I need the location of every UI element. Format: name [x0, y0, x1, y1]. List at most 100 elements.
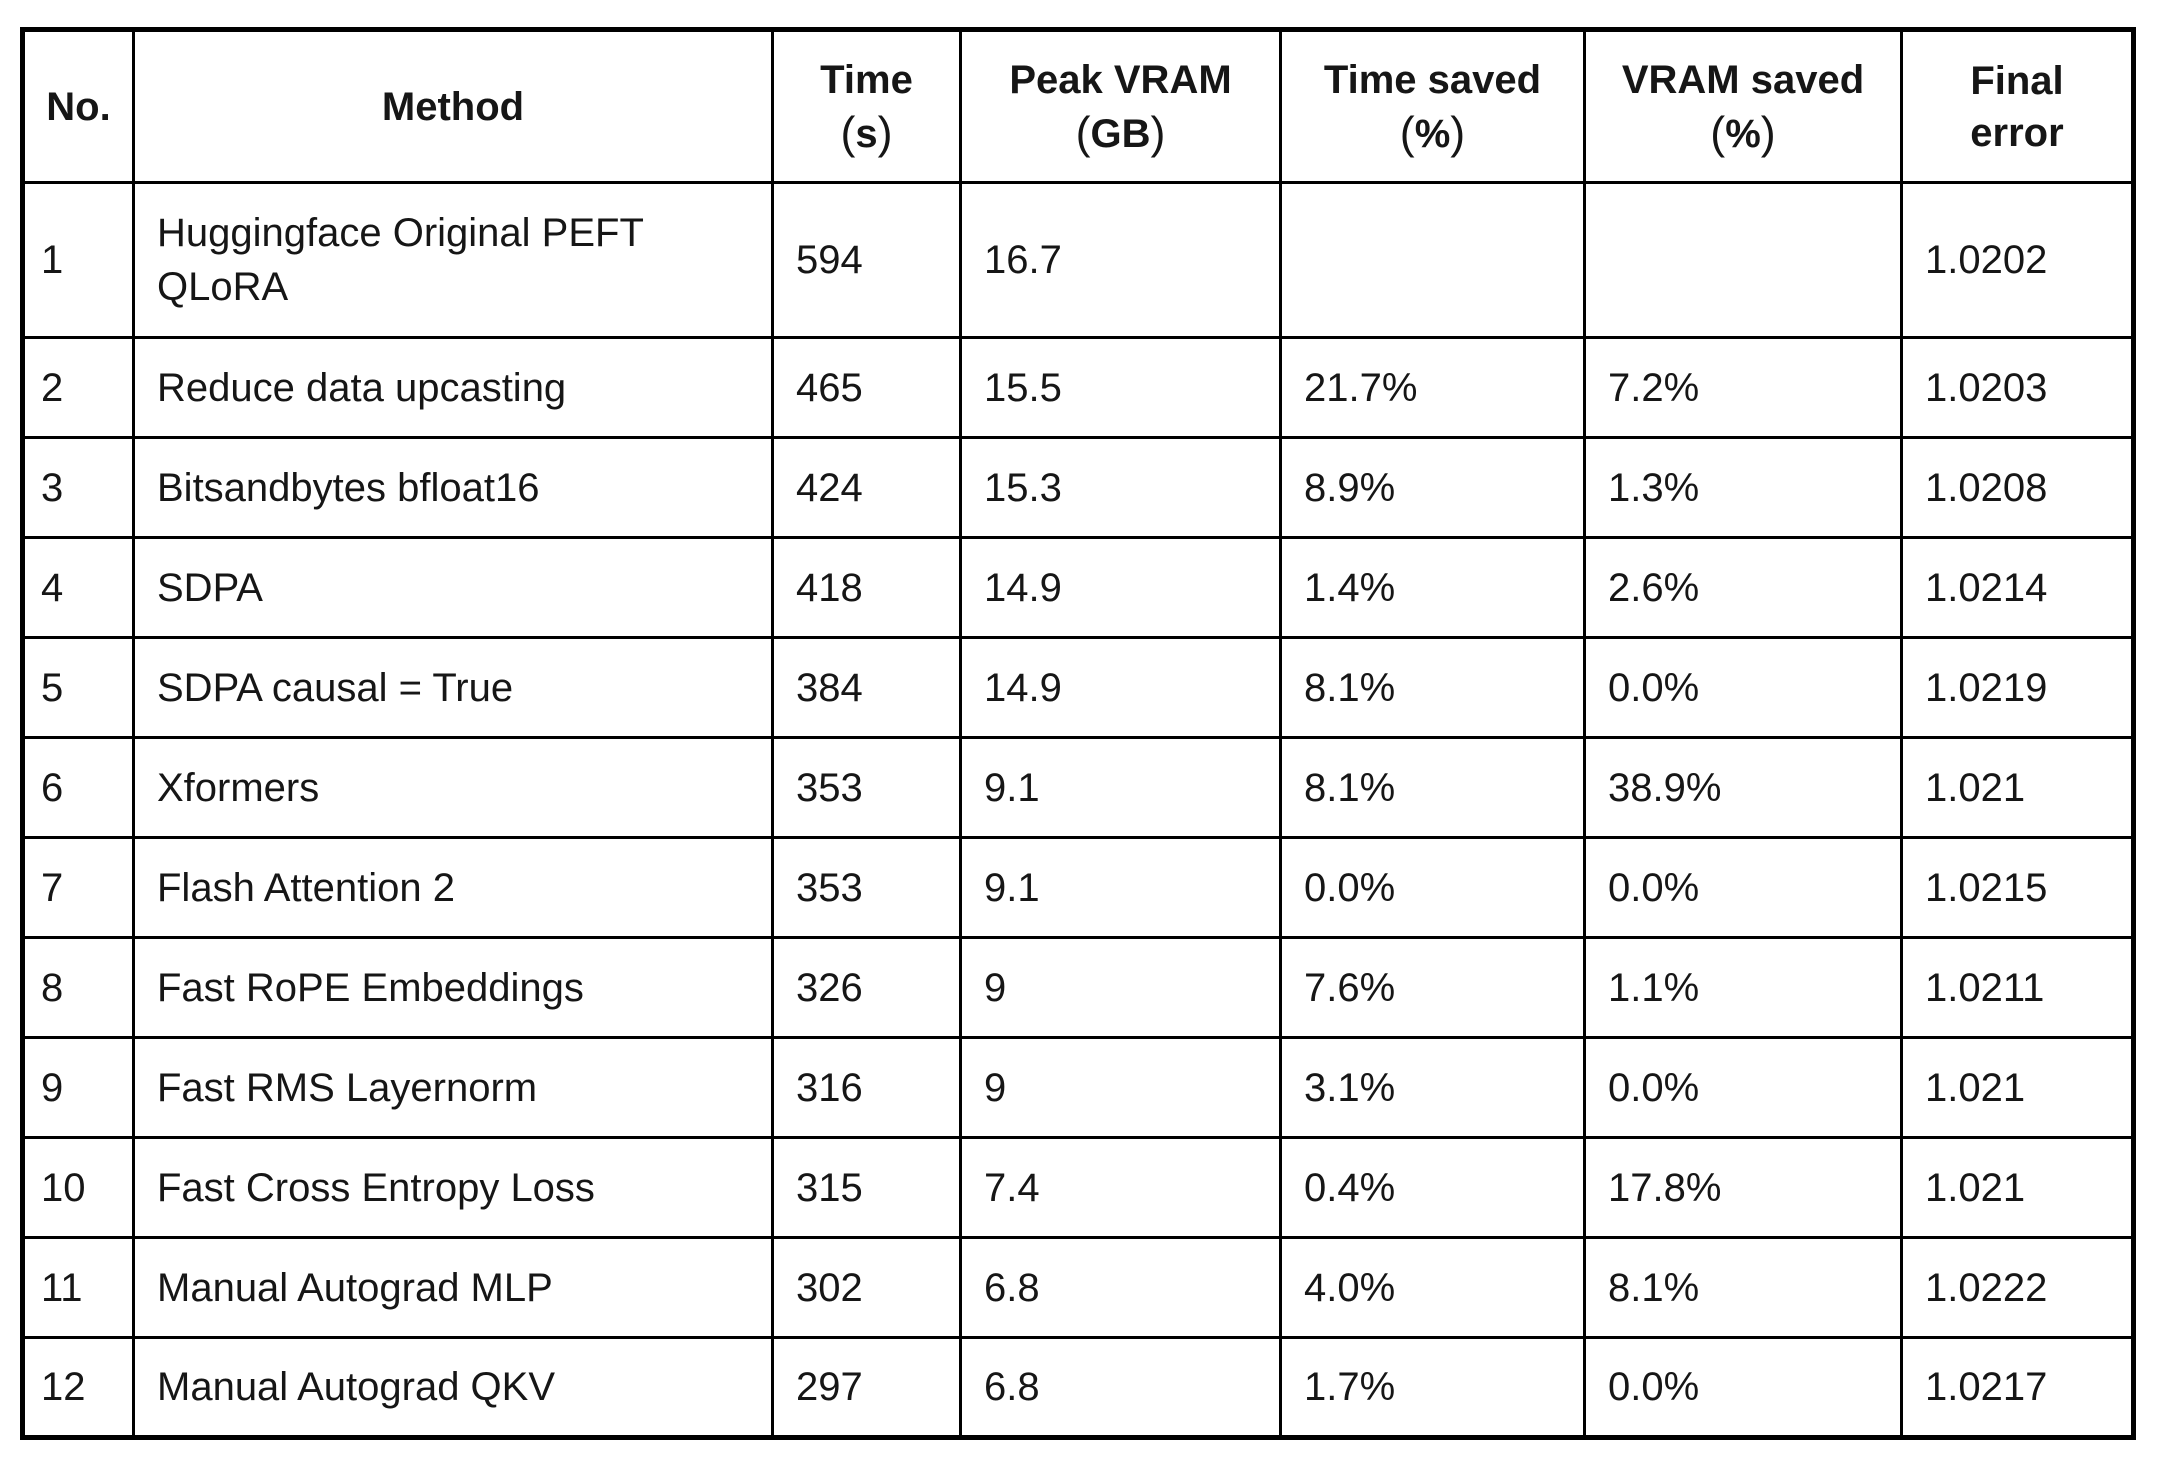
cell-time-saved: 1.4%: [1279, 536, 1586, 639]
column-header-peak-vram: Peak VRAM (GB): [959, 28, 1282, 184]
cell-no: 10: [21, 1136, 135, 1239]
cell-vram-saved: 17.8%: [1583, 1136, 1903, 1239]
cell-peak-vram: 15.3: [959, 436, 1282, 539]
cell-vram-saved: 7.2%: [1583, 336, 1903, 439]
cell-time: 418: [771, 536, 962, 639]
table-row: 1 Huggingface Original PEFT QLoRA 594 16.7 1…: [21, 181, 2135, 339]
cell-method: Flash Attention 2: [132, 836, 774, 939]
cell-time-saved: [1279, 181, 1586, 339]
cell-peak-vram: 6.8: [959, 1236, 1282, 1339]
unit-paren-left: (: [1075, 107, 1091, 158]
cell-peak-vram: 9: [959, 1036, 1282, 1139]
column-title: No.: [46, 84, 111, 129]
cell-final-error: 1.0217: [1900, 1336, 2135, 1439]
table-row: 4 SDPA 418 14.9 1.4% 2.6% 1.0214: [21, 536, 2135, 639]
unit-text: GB: [1090, 111, 1151, 156]
table-header-row: No. Method Time (s) Peak VRAM (GB) Time saved(…: [21, 28, 2135, 184]
cell-no: 9: [21, 1036, 135, 1139]
cell-peak-vram: 14.9: [959, 536, 1282, 639]
unit-text: %: [1414, 111, 1451, 156]
cell-peak-vram: 14.9: [959, 636, 1282, 739]
column-title: Final: [1970, 58, 2064, 103]
cell-final-error: 1.021: [1900, 1036, 2135, 1139]
table-header: No. Method Time (s) Peak VRAM (GB) Time saved(…: [21, 28, 2135, 184]
cell-final-error: 1.021: [1900, 1136, 2135, 1239]
cell-peak-vram: 7.4: [959, 1136, 1282, 1239]
column-subtitle: (GB): [968, 106, 1273, 160]
cell-no: 12: [21, 1336, 135, 1439]
cell-no: 6: [21, 736, 135, 839]
cell-method: Fast RoPE Embeddings: [132, 936, 774, 1039]
column-header-no: No.: [21, 28, 135, 184]
cell-vram-saved: 0.0%: [1583, 636, 1903, 739]
cell-time: 353: [771, 736, 962, 839]
column-header-time-saved: Time saved (%): [1279, 28, 1586, 184]
cell-time-saved: 8.9%: [1279, 436, 1586, 539]
cell-time-saved: 0.4%: [1279, 1136, 1586, 1239]
unit-paren-left: (: [840, 107, 856, 158]
cell-vram-saved: [1583, 181, 1903, 339]
cell-time-saved: 4.0%: [1279, 1236, 1586, 1339]
table-row: 8 Fast RoPE Embeddings 326 9 7.6% 1.1% 1.0211: [21, 936, 2135, 1039]
cell-vram-saved: 38.9%: [1583, 736, 1903, 839]
cell-time-saved: 1.7%: [1279, 1336, 1586, 1439]
column-title: VRAM saved: [1621, 57, 1865, 102]
unit-paren-right: ): [1760, 107, 1776, 158]
cell-time: 315: [771, 1136, 962, 1239]
unit-paren-left: (: [1710, 107, 1726, 158]
cell-method: Manual Autograd MLP: [132, 1236, 774, 1339]
cell-time: 424: [771, 436, 962, 539]
cell-no: 11: [21, 1236, 135, 1339]
table-row: 7 Flash Attention 2 353 9.1 0.0% 0.0% 1.0215: [21, 836, 2135, 939]
cell-time: 353: [771, 836, 962, 939]
cell-method: Fast Cross Entropy Loss: [132, 1136, 774, 1239]
cell-method: SDPA causal = True: [132, 636, 774, 739]
cell-final-error: 1.0203: [1900, 336, 2135, 439]
cell-time: 384: [771, 636, 962, 739]
cell-time: 297: [771, 1336, 962, 1439]
cell-final-error: 1.0202: [1900, 181, 2135, 339]
cell-vram-saved: 0.0%: [1583, 836, 1903, 939]
cell-time-saved: 0.0%: [1279, 836, 1586, 939]
cell-peak-vram: 15.5: [959, 336, 1282, 439]
benchmark-table-container: No. Method Time (s) Peak VRAM (GB) Time saved(…: [20, 27, 2136, 1440]
column-title: Method: [381, 84, 525, 129]
cell-time-saved: 8.1%: [1279, 636, 1586, 739]
cell-peak-vram: 16.7: [959, 181, 1282, 339]
cell-time: 594: [771, 181, 962, 339]
column-subtitle: error: [1970, 110, 2064, 155]
cell-peak-vram: 9.1: [959, 736, 1282, 839]
cell-no: 3: [21, 436, 135, 539]
cell-time: 316: [771, 1036, 962, 1139]
table-row: 5 SDPA causal = True 384 14.9 8.1% 0.0% 1.0219: [21, 636, 2135, 739]
unit-paren-left: (: [1399, 107, 1415, 158]
unit-paren-right: ): [1150, 107, 1166, 158]
cell-no: 5: [21, 636, 135, 739]
cell-method: Xformers: [132, 736, 774, 839]
cell-peak-vram: 9.1: [959, 836, 1282, 939]
unit-text: s: [855, 111, 878, 156]
column-header-method: Method: [132, 28, 774, 184]
cell-method: Huggingface Original PEFT QLoRA: [132, 181, 774, 339]
cell-vram-saved: 8.1%: [1583, 1236, 1903, 1339]
table-row: 6 Xformers 353 9.1 8.1% 38.9% 1.021: [21, 736, 2135, 839]
cell-method: Fast RMS Layernorm: [132, 1036, 774, 1139]
cell-time: 302: [771, 1236, 962, 1339]
cell-final-error: 1.0222: [1900, 1236, 2135, 1339]
table-row: 11 Manual Autograd MLP 302 6.8 4.0% 8.1% 1.022…: [21, 1236, 2135, 1339]
table-row: 2 Reduce data upcasting 465 15.5 21.7% 7.2% 1.…: [21, 336, 2135, 439]
cell-no: 7: [21, 836, 135, 939]
column-header-time: Time (s): [771, 28, 962, 184]
column-title: Time: [820, 57, 913, 102]
cell-peak-vram: 9: [959, 936, 1282, 1039]
cell-no: 4: [21, 536, 135, 639]
unit-paren-right: ): [1450, 107, 1466, 158]
results-table: No. Method Time (s) Peak VRAM (GB) Time saved(…: [20, 27, 2136, 1440]
cell-final-error: 1.0211: [1900, 936, 2135, 1039]
cell-final-error: 1.0215: [1900, 836, 2135, 939]
unit-text: %: [1725, 111, 1761, 156]
cell-vram-saved: 0.0%: [1583, 1036, 1903, 1139]
cell-vram-saved: 1.3%: [1583, 436, 1903, 539]
cell-time-saved: 8.1%: [1279, 736, 1586, 839]
table-row: 10 Fast Cross Entropy Loss 315 7.4 0.4% 17.8%…: [21, 1136, 2135, 1239]
